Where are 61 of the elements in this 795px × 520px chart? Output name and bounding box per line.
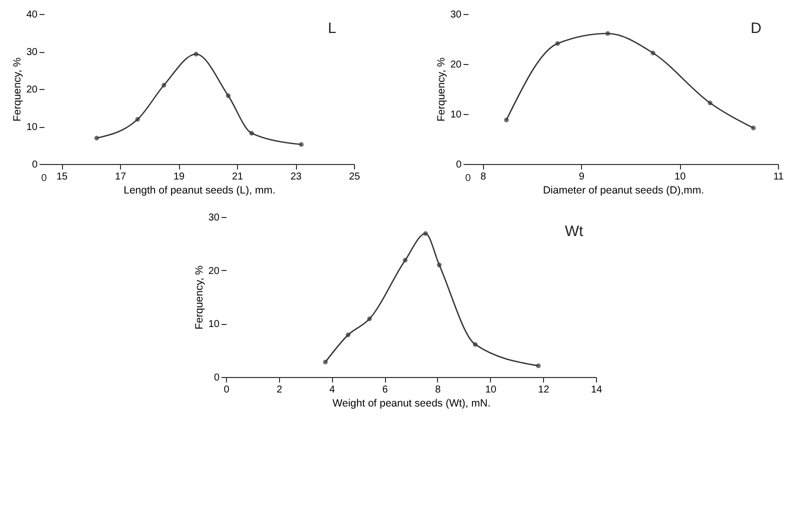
point [751,126,756,130]
x-tick-label: 2 [276,384,283,396]
point [367,316,372,322]
annotation: Wt [564,223,584,240]
y-tick-label: 30 [450,10,462,20]
x-tick-label: 10 [674,172,686,182]
y-tick-label: 0 [214,372,220,384]
point [162,82,166,88]
annotation: D [750,20,762,37]
point [708,100,712,106]
point [299,142,304,147]
x-tick-label: 23 [290,172,302,182]
point [402,258,408,263]
annotation: L [328,20,336,37]
point [650,50,656,56]
x-tick-label: 21 [232,172,244,182]
point [504,118,509,122]
x-tick-label: 14 [590,384,602,396]
y-axis-title: Ferquency, % [435,58,448,122]
y-tick-label: 20 [26,84,38,96]
y-tick-label: 40 [26,10,38,20]
point [249,130,254,136]
x-tick-label: 25 [348,172,360,182]
y-axis-title: Ferquency, % [11,58,24,122]
y-tick-label: 30 [208,212,220,224]
y-tick-label: 20 [450,60,462,70]
point [226,93,231,98]
y-tick-label: 20 [208,266,220,277]
x-tick-label: 9 [578,172,585,182]
point [135,117,140,122]
point [555,41,560,46]
y-tick-label: 10 [208,319,220,330]
y-tick-label: 10 [450,110,462,120]
x-tick-label: 6 [382,384,388,396]
y-tick-label: 10 [26,122,38,133]
x-axis-title: Length of peanut seeds (L), mm. [124,184,276,196]
y-tick-label: 0 [456,160,462,170]
point [194,52,198,56]
y-tick-label: 30 [26,47,38,58]
point [536,363,541,368]
x-tick-label: 4 [329,384,336,396]
x-tick-label: 17 [114,172,127,182]
x-tick-label: 12 [538,384,550,396]
point [423,231,428,236]
x-axis-title: Diameter of peanut seeds (D),mm. [542,184,704,196]
x-tick-label: 19 [173,172,186,182]
y-axis-title: Ferquency, % [193,266,206,330]
point [436,262,442,268]
x-tick-label: 10 [485,384,497,396]
point [605,31,610,36]
x-tick-label: 8 [480,172,486,182]
x-tick-label: 0 [224,384,230,396]
x-axis-title: Weight of peanut seeds (Wt), mN. [332,398,490,410]
point [323,360,328,364]
point [94,136,99,140]
point [472,342,478,347]
x-tick-label: 8 [435,384,442,396]
x-tick-label: 11 [773,172,784,182]
y-tick-label: 0 [32,160,38,170]
x-tick-label: 15 [56,172,68,182]
point [346,332,350,338]
